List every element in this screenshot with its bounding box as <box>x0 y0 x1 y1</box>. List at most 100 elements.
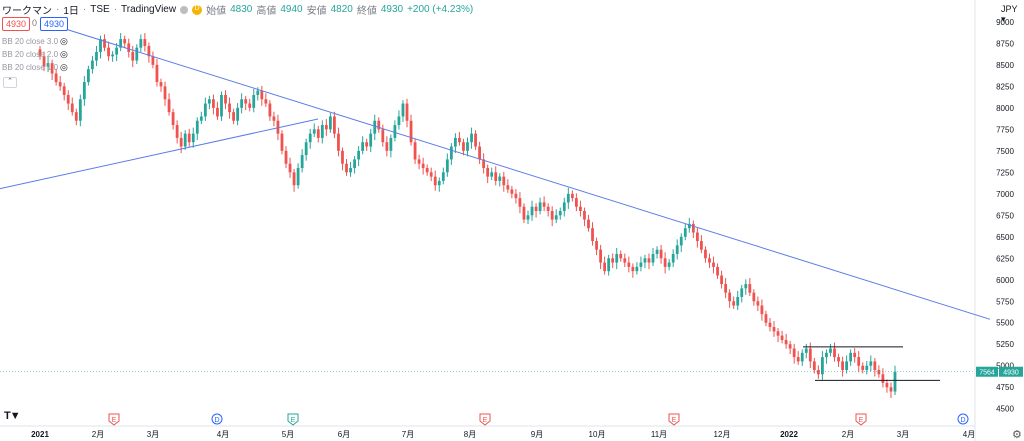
currency-select[interactable]: JPY ▾ <box>1001 4 1018 24</box>
candle-body <box>877 370 881 375</box>
candle-body <box>224 94 227 104</box>
source: TradingView <box>121 4 177 15</box>
collapse-chevron-icon[interactable]: ⌃ <box>3 77 17 88</box>
hide-eye-icon[interactable]: ◎ <box>60 62 68 72</box>
x-tick-label: 7月 <box>402 430 414 439</box>
candle-body <box>345 163 348 173</box>
candle-body <box>417 159 421 164</box>
candle-body <box>328 116 332 130</box>
candle-body <box>296 168 300 186</box>
candle-body <box>873 361 877 371</box>
indicator-bb-2[interactable]: BB 20 close 2.0 <box>2 50 59 59</box>
candle-body <box>812 361 816 371</box>
hide-eye-icon[interactable]: ◎ <box>60 36 68 46</box>
candle-body <box>514 193 518 199</box>
candle-body <box>816 370 820 375</box>
x-tick-label: 2月 <box>842 430 854 439</box>
candle-body <box>587 219 590 229</box>
candle-body <box>659 249 663 259</box>
candle-body <box>127 43 131 52</box>
candle-body <box>280 133 284 151</box>
candle-body <box>82 82 86 100</box>
candle-body <box>595 241 598 250</box>
tradingview-logo-icon: T▼ <box>4 410 21 422</box>
sell-button[interactable]: 4930 <box>2 17 31 31</box>
candle-body <box>151 56 155 65</box>
candle-body <box>889 387 893 392</box>
gear-icon[interactable]: ⚙ <box>1012 429 1022 441</box>
candle-body <box>288 163 292 173</box>
candle-body <box>482 159 486 169</box>
candle-body <box>143 39 147 46</box>
buy-button[interactable]: 4930 <box>40 17 69 31</box>
candle-body <box>679 236 683 246</box>
earnings-marker-icon <box>855 413 867 426</box>
close-label: 終値 <box>356 6 377 17</box>
candle-body <box>357 150 361 160</box>
price-axis: 4500 4750 5000 5250 5500 5750 6000 6250 6500 6750… <box>996 18 1014 414</box>
candle-body <box>349 168 352 173</box>
candle-body <box>784 339 788 345</box>
candle-body <box>728 292 732 302</box>
candle-body <box>538 202 542 211</box>
symbol-name[interactable]: ワークマン <box>2 6 52 17</box>
hide-eye-icon[interactable]: ◎ <box>60 49 68 59</box>
y-tick-label: 8750 <box>996 39 1014 48</box>
candle-body <box>764 314 768 323</box>
candle-body <box>401 103 405 117</box>
candle-body <box>542 202 546 207</box>
y-tick-label: 6750 <box>996 211 1014 220</box>
candle-body <box>38 49 42 57</box>
earnings-marker-icon <box>479 413 491 426</box>
event-marker-label: E <box>672 417 677 424</box>
candle-body <box>147 45 151 57</box>
event-marker-label: E <box>859 417 864 424</box>
candle-body <box>845 361 849 371</box>
candle-body <box>683 228 687 237</box>
x-tick-label: 5月 <box>282 430 294 439</box>
candle-body <box>623 258 627 263</box>
candle-body <box>796 357 800 362</box>
candle-body <box>599 249 602 263</box>
interval[interactable]: 1日 <box>63 6 79 17</box>
candle-body <box>163 86 167 100</box>
candle-body <box>583 211 586 220</box>
candle-body <box>228 103 231 113</box>
candle-body <box>159 82 163 87</box>
candle-body <box>720 275 723 285</box>
candle-body <box>607 258 611 272</box>
indicator-bb-3[interactable]: BB 20 close 3.0 <box>2 37 59 46</box>
candle-body <box>449 146 453 160</box>
candle-body <box>474 133 477 147</box>
candle-body <box>780 335 784 340</box>
candle-body <box>462 142 465 151</box>
candle-body <box>486 168 490 177</box>
candle-body <box>365 142 369 147</box>
event-marker-label: E <box>112 417 117 424</box>
y-tick-label: 8000 <box>996 104 1014 113</box>
spread-value: 0 <box>32 18 38 28</box>
candle-body <box>86 69 90 83</box>
x-tick-label: 2022 <box>780 430 798 439</box>
y-tick-label: 4750 <box>996 383 1014 392</box>
candle-body <box>373 120 377 134</box>
candle-body <box>216 107 219 117</box>
candle-body <box>893 371 897 392</box>
indicator-bb-1[interactable]: BB 20 close 1.0 <box>2 63 59 72</box>
open-value: 4830 <box>230 4 253 15</box>
candle-body <box>881 374 885 383</box>
candle-body <box>736 296 740 306</box>
candle-body <box>369 133 373 147</box>
candle-body <box>695 232 699 242</box>
status-dot-icon <box>180 5 189 14</box>
candle-body <box>691 223 695 233</box>
y-tick-label: 6250 <box>996 254 1014 263</box>
candle-body <box>95 51 98 61</box>
candle-body <box>498 176 502 181</box>
badge-other-bg <box>976 366 998 377</box>
candle-body <box>58 82 62 87</box>
candle-body <box>212 99 215 108</box>
candle-body <box>857 357 861 366</box>
